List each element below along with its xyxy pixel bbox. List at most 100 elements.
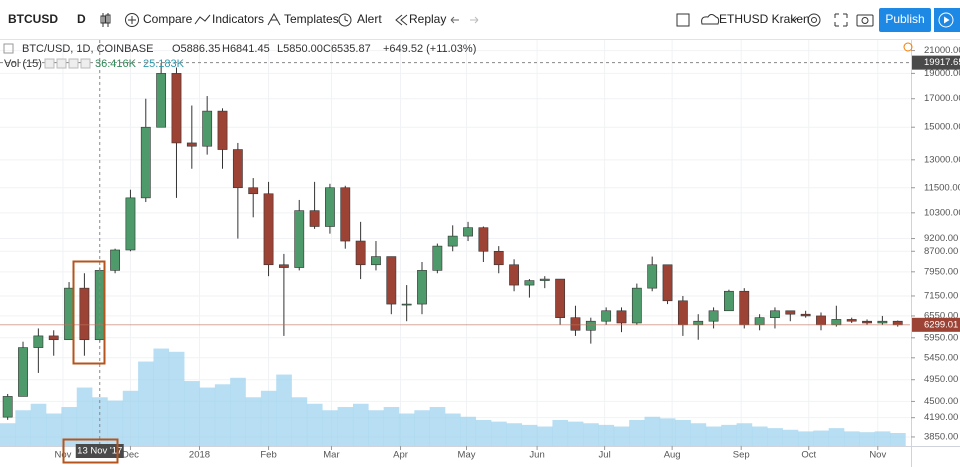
candle-body <box>371 256 381 266</box>
volume-bar <box>460 416 477 446</box>
watch-dropdown[interactable] <box>790 17 798 22</box>
volume-bar <box>276 374 292 446</box>
volume-bar <box>629 420 645 446</box>
candle-body <box>401 303 412 306</box>
volume-bar <box>429 407 446 446</box>
watch-symbol[interactable]: ETHUSD Kraken <box>719 12 810 26</box>
fullscreen-button[interactable] <box>834 13 848 27</box>
volume-more[interactable] <box>80 58 91 69</box>
volume-bar <box>521 424 538 446</box>
volume-bar <box>337 407 354 446</box>
y-tick-label: 13000.00 <box>924 154 960 165</box>
volume-bar <box>644 416 661 446</box>
play-triangle <box>944 16 950 24</box>
settings-button[interactable] <box>807 13 821 27</box>
volume-bar <box>291 397 308 446</box>
candle-body <box>555 278 566 318</box>
undo-button[interactable] <box>450 16 459 24</box>
volume-bar <box>30 403 47 446</box>
publish-button[interactable] <box>879 8 931 32</box>
redo-button[interactable] <box>470 16 479 24</box>
x-tick-label: May <box>458 450 476 461</box>
volume-bar <box>659 418 676 446</box>
volume-bar <box>306 403 323 446</box>
volume-bar <box>260 390 277 446</box>
candle-body <box>125 197 136 251</box>
replay-button[interactable]: Replay <box>409 12 446 26</box>
volume-bar <box>828 428 845 446</box>
volume-bar <box>491 421 507 446</box>
x-tick-label: Aug <box>664 450 681 461</box>
x-tick-label: 2018 <box>189 450 210 461</box>
indicators-icon[interactable] <box>194 14 211 25</box>
publish-label[interactable]: Publish <box>885 12 924 26</box>
candle-body <box>309 210 320 227</box>
symbol[interactable]: BTCUSD <box>8 12 58 26</box>
volume-bar <box>690 423 707 446</box>
y-tick-label: 5950.00 <box>924 332 958 343</box>
y-tick-label: 3850.00 <box>924 431 958 442</box>
bars-style-icon[interactable] <box>100 13 111 27</box>
plot: 21000.00 19000.00 17000.00 15000.00 13000.00… <box>0 40 960 461</box>
candle-body <box>64 287 74 341</box>
volume-bar <box>138 361 154 446</box>
candle-body <box>432 245 443 271</box>
volume-remove[interactable] <box>68 58 79 69</box>
y-tick-label: 21000.00 <box>924 45 960 56</box>
candle-body <box>493 250 504 266</box>
volume-bar <box>368 410 384 446</box>
candle-body <box>33 335 44 348</box>
volume-bar <box>214 384 231 446</box>
volume-bar <box>583 423 599 446</box>
candle-body <box>156 73 167 128</box>
volume-bar <box>46 413 62 446</box>
candle-body <box>601 310 612 322</box>
templates-icon[interactable] <box>267 12 281 26</box>
volume-bar <box>859 432 876 446</box>
alert-marker[interactable] <box>903 42 913 52</box>
compare-button[interactable]: Compare <box>143 12 193 26</box>
candle-body <box>478 227 489 252</box>
y-tick-label: 9200.00 <box>924 233 958 244</box>
volume-value: 36.416K <box>95 58 137 70</box>
candle-body <box>785 310 796 315</box>
volume-eye[interactable] <box>44 58 55 69</box>
layout-checkbox[interactable] <box>676 13 690 27</box>
volume-bar <box>184 381 200 446</box>
x-tick-label: Jun <box>529 450 544 461</box>
candle-body <box>140 126 151 199</box>
y-tick-label: 5450.00 <box>924 352 958 363</box>
volume-bar <box>705 426 722 446</box>
volume-bar <box>552 420 569 446</box>
volume-bar <box>107 400 124 446</box>
crosshair-price-label: 19917.65 <box>924 57 960 68</box>
volume-bar <box>890 433 906 446</box>
replay-icon[interactable] <box>395 14 408 26</box>
legend-high: H6841.45 <box>222 43 270 55</box>
last-price-tag <box>912 317 960 332</box>
toolbar <box>0 0 960 40</box>
watch-icon[interactable] <box>701 14 720 25</box>
x-tick-label: Sep <box>733 450 750 461</box>
legend-collapse[interactable] <box>3 43 14 54</box>
alert-button[interactable]: Alert <box>357 12 382 26</box>
x-tick-label: Mar <box>323 450 339 461</box>
snapshot-button[interactable] <box>856 14 874 27</box>
candle-body <box>171 73 182 144</box>
candle-body <box>217 110 228 150</box>
y-tick-label: 4500.00 <box>924 396 958 407</box>
compare-icon[interactable] <box>125 13 139 27</box>
volume-bar <box>15 410 31 446</box>
alert-icon[interactable] <box>338 13 352 27</box>
interval[interactable]: D <box>77 12 86 26</box>
legend-change: +649.52 (+11.03%) <box>383 43 476 55</box>
templates-button[interactable]: Templates <box>284 12 339 26</box>
volume-bar <box>153 348 170 446</box>
candle-body <box>693 320 704 326</box>
volume-bar <box>844 431 860 446</box>
volume-bar <box>721 424 737 446</box>
candle-body <box>263 193 274 266</box>
volume-settings[interactable] <box>56 58 67 69</box>
indicators-button[interactable]: Indicators <box>212 12 264 26</box>
